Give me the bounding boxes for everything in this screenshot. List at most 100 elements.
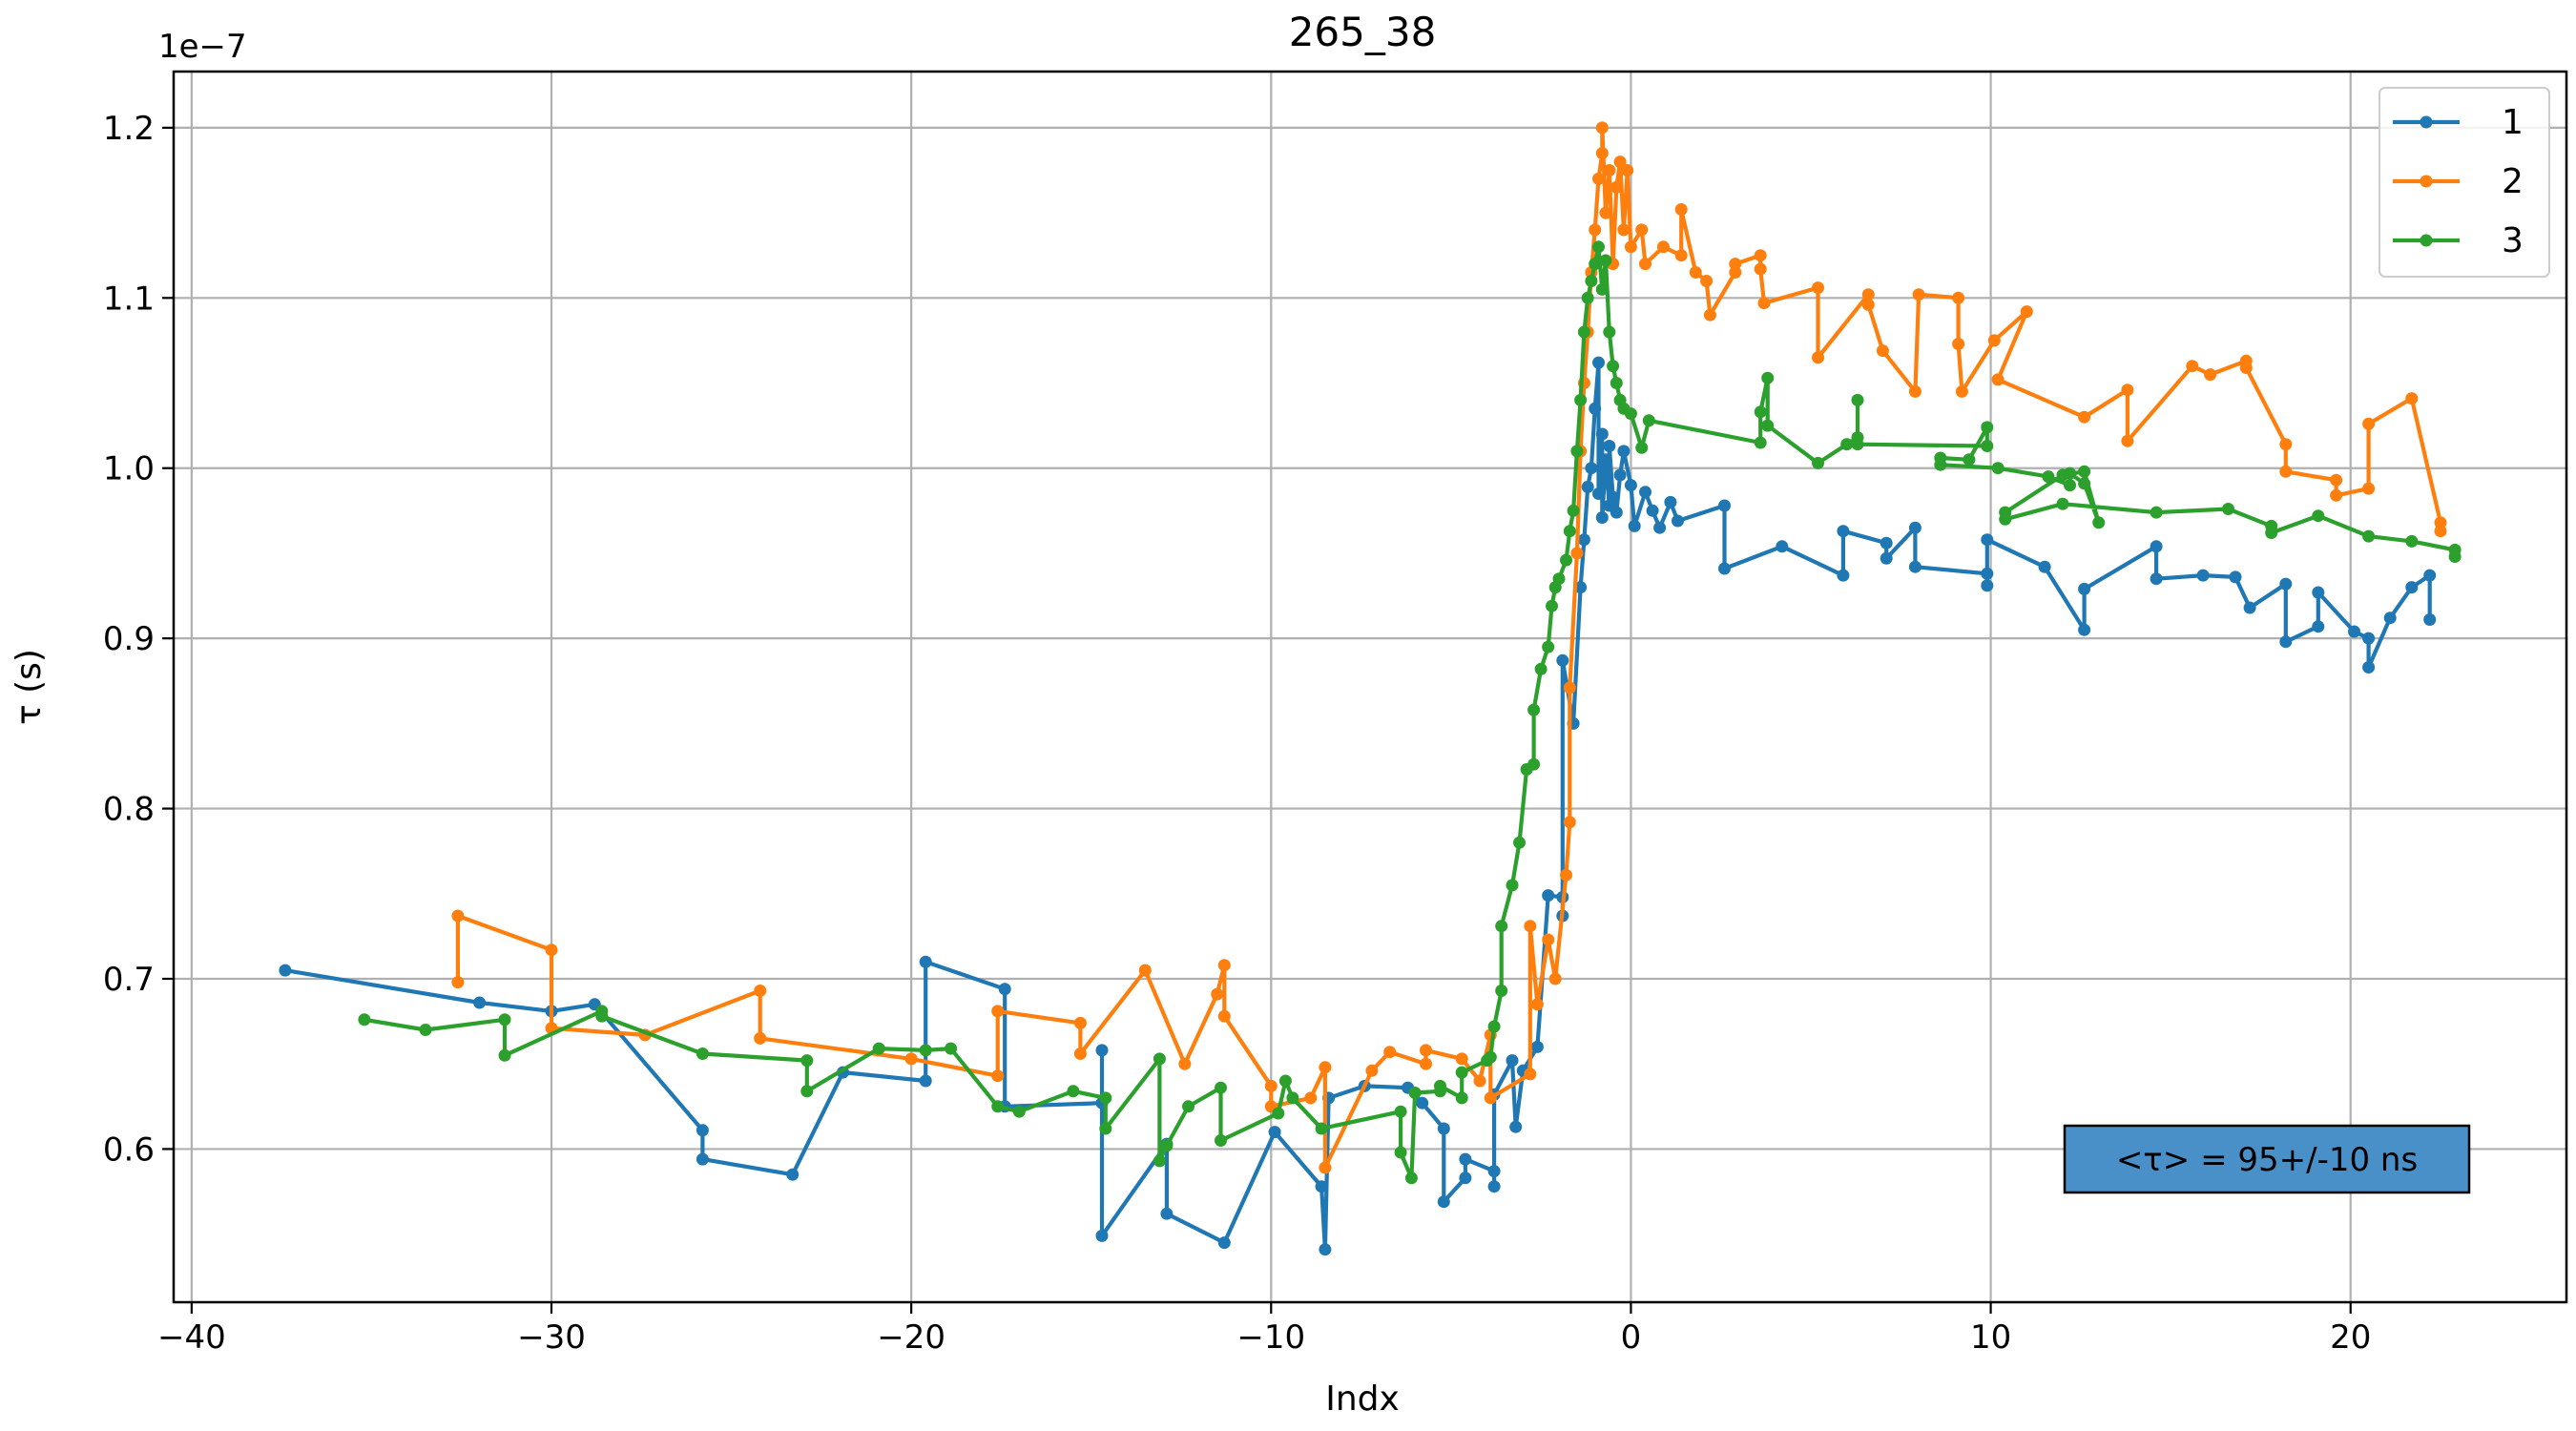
data-point <box>1153 1154 1166 1168</box>
data-point <box>1420 1057 1432 1070</box>
data-point <box>1851 393 1864 406</box>
data-point <box>1635 223 1649 237</box>
data-point <box>1264 1079 1278 1092</box>
series-layer <box>279 121 2462 1256</box>
data-point <box>1617 445 1631 458</box>
data-point <box>1473 1074 1486 1088</box>
y-tick-label: 0.8 <box>103 791 155 829</box>
data-point <box>1217 1009 1231 1023</box>
legend-frame <box>2379 87 2550 278</box>
data-point <box>1073 1047 1087 1060</box>
data-point <box>1653 521 1667 534</box>
data-point <box>919 1044 932 1057</box>
data-point <box>754 1031 767 1045</box>
data-point <box>1599 254 1612 267</box>
y-axis-label: τ (s) <box>10 649 49 725</box>
y-axis: 0.6 0.7 0.8 0.9 1.0 1.1 1.2 <box>103 110 174 1169</box>
data-point <box>1563 525 1576 538</box>
data-point <box>2243 601 2256 614</box>
data-point <box>1215 1134 1227 1147</box>
data-point <box>1484 1091 1497 1105</box>
data-point <box>1761 419 1775 432</box>
data-point <box>991 1005 1005 1018</box>
legend-label: 1 <box>2502 103 2524 142</box>
data-point <box>1991 373 2005 386</box>
data-point <box>1955 384 1968 398</box>
data-point <box>1610 506 1623 519</box>
data-point <box>2405 581 2419 594</box>
data-point <box>1563 816 1576 829</box>
data-point <box>1603 440 1616 452</box>
x-tick-label: 0 <box>1621 1318 1642 1357</box>
data-point <box>1182 1100 1195 1113</box>
data-point <box>1987 334 2001 347</box>
data-point <box>2423 613 2437 626</box>
data-point <box>754 985 767 997</box>
data-point <box>2078 477 2091 490</box>
data-point <box>1506 879 1519 892</box>
data-point <box>1404 1172 1418 1185</box>
data-point <box>1394 1146 1407 1159</box>
data-point <box>1524 1068 1537 1081</box>
data-point <box>1577 325 1590 339</box>
data-point <box>2362 417 2376 430</box>
data-point <box>2064 479 2076 492</box>
data-point <box>696 1124 709 1137</box>
data-point <box>1610 180 1623 194</box>
data-point <box>2186 360 2199 373</box>
data-point <box>2056 468 2069 482</box>
data-point <box>2229 570 2242 584</box>
data-point <box>2434 516 2447 529</box>
data-point <box>2383 612 2397 625</box>
data-point <box>1542 640 1555 653</box>
data-point <box>1599 453 1612 467</box>
data-point <box>1513 836 1526 849</box>
data-point <box>2348 625 2360 638</box>
data-point <box>1674 203 1688 216</box>
data-point <box>1981 533 1994 547</box>
data-point <box>1437 1122 1450 1135</box>
data-point <box>1908 521 1922 534</box>
data-point <box>2362 482 2376 495</box>
data-point <box>1563 681 1576 695</box>
data-point <box>2362 661 2376 674</box>
data-point <box>1319 1243 1332 1256</box>
data-point <box>1776 540 1789 553</box>
data-point <box>1812 281 1824 295</box>
data-point <box>2078 623 2091 636</box>
data-point <box>1455 1091 1468 1105</box>
data-point <box>1556 653 1569 667</box>
chart-title: 265_38 <box>1289 9 1437 55</box>
data-point <box>1394 1105 1407 1118</box>
data-point <box>1099 1122 1112 1135</box>
data-point <box>545 944 558 957</box>
data-point <box>1607 360 1620 373</box>
data-point <box>2042 470 2055 484</box>
legend: 1 2 3 <box>2379 87 2550 278</box>
data-point <box>1581 291 1594 304</box>
data-point <box>1416 1096 1429 1110</box>
data-point <box>2150 506 2163 519</box>
data-point <box>2265 527 2278 539</box>
data-point <box>1304 1091 1318 1105</box>
data-point <box>1595 427 1609 441</box>
data-point <box>1757 297 1771 310</box>
data-point <box>1437 1195 1450 1209</box>
data-point <box>1067 1085 1080 1098</box>
data-point <box>2121 384 2134 397</box>
data-point <box>1729 266 1742 279</box>
data-point <box>1319 1161 1332 1174</box>
data-point <box>1880 551 1893 565</box>
data-point <box>1812 351 1824 364</box>
data-point <box>1603 325 1616 339</box>
data-point <box>1434 1079 1446 1092</box>
data-point <box>279 964 292 977</box>
data-point <box>1577 533 1590 547</box>
data-point <box>1574 393 1588 406</box>
data-point <box>1542 889 1555 902</box>
data-point <box>1628 519 1641 532</box>
data-point <box>1607 490 1620 504</box>
data-point <box>872 1042 885 1055</box>
data-point <box>1837 525 1850 538</box>
